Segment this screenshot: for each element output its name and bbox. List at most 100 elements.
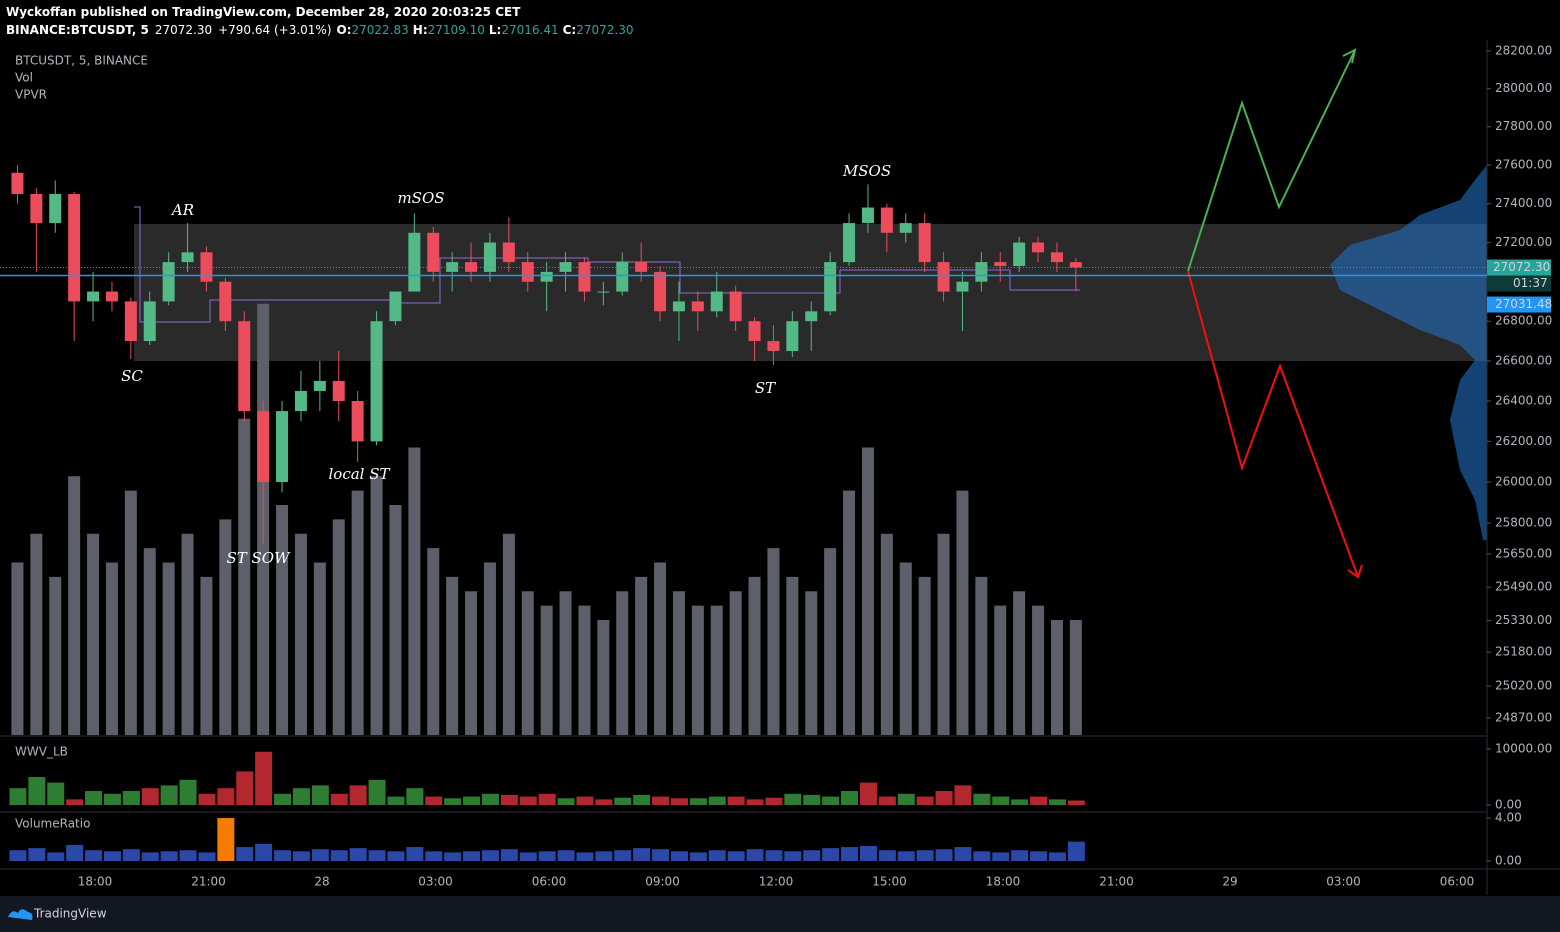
indicator-bar [746, 799, 764, 805]
volume-bar [672, 591, 685, 735]
volume-bar [578, 605, 591, 735]
volume-bar [824, 548, 837, 735]
indicator-bar [122, 790, 140, 805]
x-tick-label: 18:00 [78, 875, 113, 889]
indicator-bar [916, 796, 934, 805]
candle-body [30, 193, 43, 224]
volume-bar [1069, 620, 1082, 735]
y-tick-label: 27600.00 [1495, 158, 1552, 172]
candle-body [937, 262, 950, 292]
indicator-bar [576, 796, 594, 805]
price: 27072.30 [155, 23, 212, 37]
volume-bar [899, 562, 912, 735]
symbol: BINANCE:BTCUSDT, 5 [6, 23, 149, 37]
close: 27072.30 [576, 23, 633, 37]
indicator-bar [217, 818, 235, 861]
candle-body [748, 321, 761, 342]
indicator-bar [519, 852, 537, 861]
volume-bar [87, 533, 100, 735]
open: 27022.83 [352, 23, 409, 37]
h-label: H: [413, 23, 428, 37]
volume-bar [994, 605, 1007, 735]
indicator-bar [954, 785, 972, 805]
indicator-bar [47, 852, 65, 861]
indicator-bar [822, 796, 840, 805]
candle-body [219, 281, 232, 322]
y-tick-label: 25180.00 [1495, 645, 1552, 659]
volume-bar [767, 548, 780, 735]
indicator-bar [652, 796, 670, 805]
indicator-bar [330, 850, 348, 861]
x-tick-label: 06:00 [1440, 875, 1475, 889]
candle-body [710, 291, 723, 312]
pane-title: WWV_LB [15, 745, 68, 759]
volume-bar [880, 533, 893, 735]
indicator-bar [66, 844, 84, 861]
candle-body [1069, 262, 1082, 268]
y-tick-label: 26800.00 [1495, 314, 1552, 328]
candle-body [502, 242, 515, 263]
volume-bar [654, 562, 667, 735]
volume-bar [975, 576, 988, 735]
annotation: ST [755, 379, 776, 397]
indicator-bar [85, 850, 103, 861]
indicator-bar [463, 851, 481, 861]
candle-body [729, 291, 742, 322]
last-price-box [1487, 259, 1551, 276]
indicator-bar [9, 788, 27, 805]
candle-body [389, 291, 402, 322]
indicator-bar [538, 851, 556, 861]
volume-bar [559, 591, 572, 735]
candle-body [446, 262, 459, 272]
candle-body [238, 321, 251, 412]
indicator-bar [1048, 852, 1066, 861]
y-tick-label: 26400.00 [1495, 394, 1552, 408]
indicator-bar [633, 848, 651, 861]
y-tick-label: 25020.00 [1495, 678, 1552, 692]
bull-arrowhead [1342, 48, 1357, 64]
indicator-bar [784, 851, 802, 861]
y-tick-label: 25490.00 [1495, 580, 1552, 594]
candle-body [767, 341, 780, 351]
bear-arrowhead [1347, 564, 1363, 579]
countdown-box [1487, 275, 1551, 292]
x-tick-label: 29 [1222, 875, 1237, 889]
candle-body [257, 411, 270, 483]
candle-body [294, 390, 307, 412]
indicator-bar [368, 779, 386, 805]
volume-bar [370, 476, 383, 735]
volume-bar [918, 576, 931, 735]
indicator-bar [992, 852, 1010, 861]
volume-bar [49, 576, 62, 735]
indicator-bar [217, 788, 235, 805]
bull-projection [1187, 49, 1356, 272]
indicator-bar [1048, 799, 1066, 805]
y-tick-label: 24870.00 [1495, 710, 1552, 724]
volume-bar [1013, 591, 1026, 735]
volume-bar [465, 591, 478, 735]
indicator-bar [425, 851, 443, 861]
candle-body [332, 380, 345, 402]
indicator-bar [595, 799, 613, 805]
indicator-bar [859, 845, 877, 861]
indicator-bar [9, 850, 27, 861]
candle-body [824, 262, 837, 312]
indicator-bar [841, 790, 859, 805]
indicator-bar [1030, 796, 1048, 805]
indicator-bar [141, 852, 159, 861]
x-tick-label: 21:00 [1099, 875, 1134, 889]
indicator-bar [28, 848, 46, 861]
indicator-bar [141, 788, 159, 805]
price-line-box [1487, 296, 1551, 313]
volume-bar [805, 591, 818, 735]
volume-bar [313, 562, 326, 735]
indicator-bar [47, 782, 65, 805]
candle-body [616, 262, 629, 292]
indicator-bar [500, 849, 518, 861]
x-tick-label: 21:00 [191, 875, 226, 889]
low: 27016.41 [501, 23, 558, 37]
volume-bar [294, 533, 307, 735]
volume-bar [124, 490, 137, 735]
indicator-bar [557, 850, 575, 861]
